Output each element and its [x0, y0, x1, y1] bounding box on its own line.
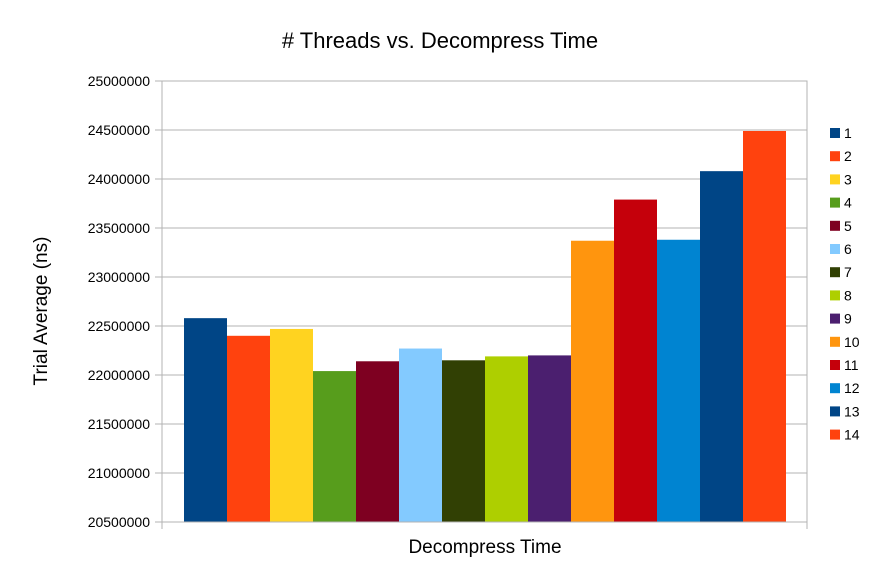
bar-series-3: [270, 328, 313, 522]
bar-series-14: [743, 130, 786, 523]
y-tick-labels: 25000000 24500000 24000000 23500000 23000000…: [88, 73, 151, 530]
bars: [184, 130, 786, 523]
bar-series-8: [485, 356, 528, 522]
y-tick-label: 22500000: [88, 318, 151, 334]
bar-series-13: [700, 171, 743, 522]
legend-label: 3: [844, 171, 852, 187]
y-tick-label: 22000000: [88, 367, 151, 383]
legend-swatch: [830, 313, 840, 324]
y-tick-label: 25000000: [88, 73, 151, 89]
legend-label: 6: [844, 241, 852, 257]
legend-label: 12: [844, 380, 860, 396]
legend-swatch: [830, 290, 840, 301]
legend-label: 10: [844, 334, 860, 350]
legend-label: 4: [844, 195, 852, 211]
y-tick-label: 23000000: [88, 269, 151, 285]
bar-series-9: [528, 355, 571, 522]
bar-series-2: [227, 335, 270, 522]
y-tick-label: 24000000: [88, 171, 151, 187]
legend-swatch: [830, 244, 840, 254]
legend-swatch: [830, 128, 840, 138]
bar-series-1: [184, 318, 227, 522]
bar-series-11: [614, 199, 657, 522]
bar-series-7: [442, 360, 485, 522]
bar-series-10: [571, 240, 614, 523]
bar-series-6: [399, 348, 442, 522]
bar-series-5: [356, 361, 399, 522]
legend-label: 5: [844, 218, 852, 234]
y-tick-label: 21000000: [88, 465, 151, 481]
x-axis-title: Decompress Time: [408, 537, 561, 558]
legend-swatch: [830, 406, 840, 417]
bar-series-12: [657, 239, 700, 522]
legend-label: 2: [844, 148, 852, 164]
legend-label: 1: [844, 125, 852, 141]
legend-swatch: [830, 336, 840, 347]
legend-label: 7: [844, 264, 852, 280]
legend-label: 8: [844, 287, 852, 303]
legend-swatch: [830, 383, 840, 394]
legend-swatch: [830, 360, 840, 370]
legend-swatch: [830, 197, 840, 208]
y-tick-label: 24500000: [88, 122, 151, 138]
plot-frame: [161, 80, 808, 523]
legend-label: 9: [844, 311, 852, 327]
legend-swatch: [830, 267, 840, 278]
legend-swatch: [830, 151, 840, 162]
legend-swatch: [830, 429, 840, 440]
legend-swatch: [830, 220, 840, 231]
chart-title: # Threads vs. Decompress Time: [282, 28, 598, 53]
y-tick-label: 20500000: [88, 514, 151, 530]
legend-label: 14: [844, 427, 860, 443]
y-axis-title: Trial Average (ns): [31, 237, 52, 386]
legend-label: 13: [844, 403, 860, 419]
y-tick-label: 21500000: [88, 416, 151, 432]
legend-label: 11: [844, 357, 859, 373]
y-tick-label: 23500000: [88, 220, 151, 236]
bar-series-4: [313, 371, 356, 522]
legend-swatch: [830, 174, 840, 185]
